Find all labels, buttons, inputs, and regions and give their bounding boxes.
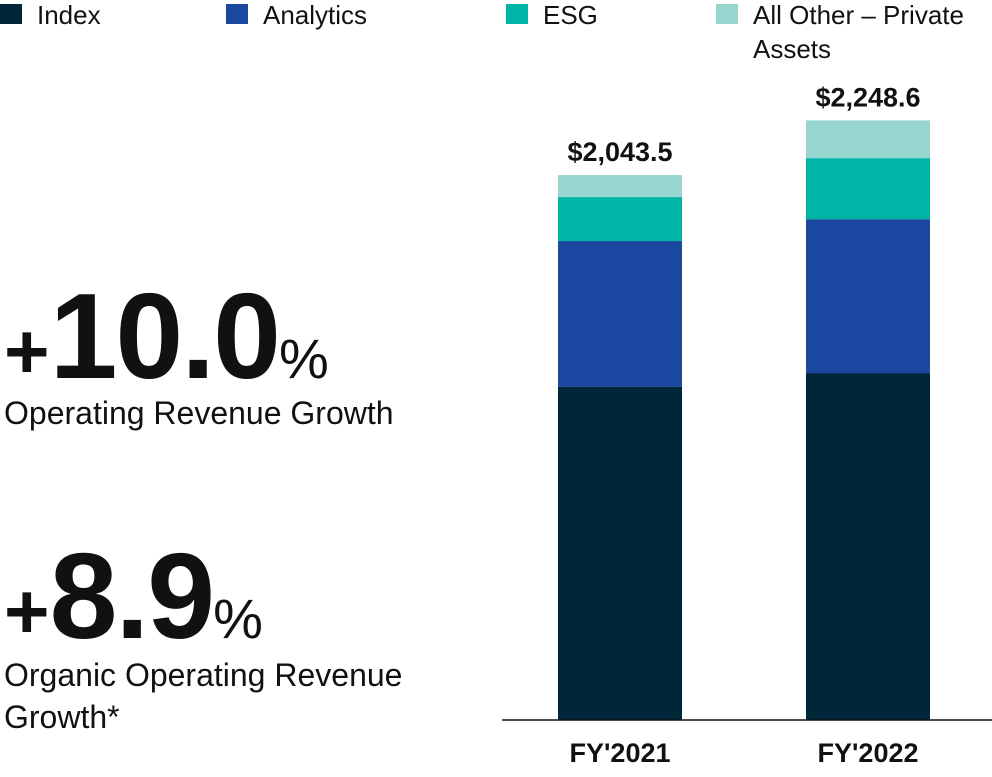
bar-segment bbox=[558, 197, 682, 242]
legend-label: All Other – Private Assets bbox=[753, 0, 964, 64]
legend-label: Analytics bbox=[263, 0, 368, 30]
legend-label: ESG bbox=[543, 0, 598, 30]
bar-segment bbox=[806, 120, 930, 159]
legend-label: Index bbox=[37, 0, 101, 30]
x-tick-label: FY'2021 bbox=[570, 738, 671, 768]
legend-swatch bbox=[506, 4, 528, 24]
stat-figure: +8.9% bbox=[4, 535, 263, 657]
stat-value: 10.0 bbox=[49, 268, 281, 404]
legend-swatch bbox=[226, 4, 248, 24]
stat-figure: +10.0% bbox=[4, 275, 329, 397]
stat-prefix: + bbox=[4, 307, 50, 395]
stat-unit: % bbox=[279, 327, 329, 390]
stat-label: Operating Revenue Growth bbox=[4, 395, 394, 431]
x-tick-label: FY'2022 bbox=[818, 738, 919, 768]
stat-label: Organic Operating Revenue Growth* bbox=[4, 657, 403, 735]
bar-segment bbox=[806, 373, 930, 720]
stat-unit: % bbox=[213, 587, 263, 650]
bar-segment bbox=[558, 386, 682, 720]
bar-segment bbox=[558, 175, 682, 198]
legend-swatch bbox=[0, 4, 22, 24]
stat-value: 8.9 bbox=[49, 528, 216, 664]
bar-segment bbox=[806, 219, 930, 374]
total-label: $2,043.5 bbox=[567, 137, 672, 167]
legend-swatch bbox=[716, 4, 738, 24]
stat-prefix: + bbox=[4, 567, 50, 655]
bar-segment bbox=[806, 158, 930, 220]
total-label: $2,248.6 bbox=[815, 82, 920, 112]
bar-segment bbox=[558, 241, 682, 387]
